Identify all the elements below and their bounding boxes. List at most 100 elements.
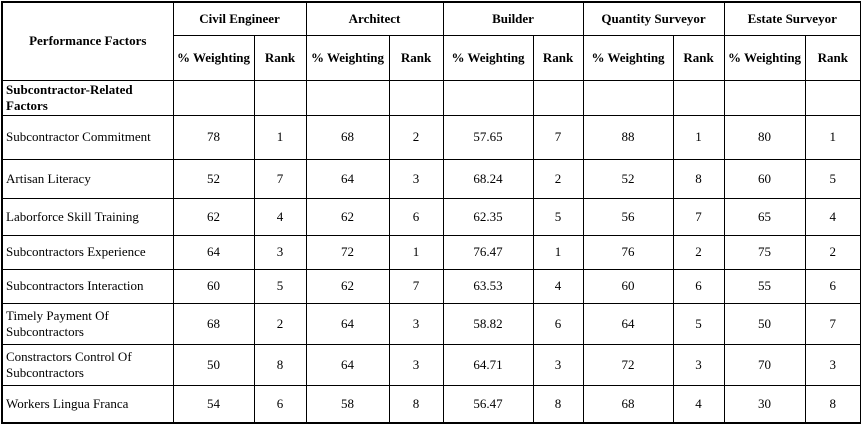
- factor-cell: Artisan Literacy: [1, 158, 174, 199]
- rank-value-cell: 4: [532, 268, 584, 304]
- rank-value-cell: 1: [253, 114, 307, 160]
- rank-value-cell: 2: [253, 302, 307, 345]
- subheader-rank: Rank: [804, 34, 861, 81]
- rank-value-cell: 6: [388, 197, 444, 236]
- weighting-value-cell: 50: [172, 343, 255, 386]
- weighting-value-cell: 68: [582, 384, 674, 424]
- weighting-value-cell: 62: [172, 197, 255, 236]
- rank-value-cell: 1: [804, 114, 861, 160]
- weighting-value-cell: 56.47: [442, 384, 534, 424]
- subheader-weighting: % Weighting: [582, 34, 674, 81]
- weighting-value-cell: 62.35: [442, 197, 534, 236]
- weighting-value-cell: 64.71: [442, 343, 534, 386]
- rank-value-cell: 7: [388, 268, 444, 304]
- weighting-value-cell: 68.24: [442, 158, 534, 199]
- rank-value-cell: 1: [532, 234, 584, 270]
- rank-value-cell: 8: [804, 384, 861, 424]
- rank-value-cell: 8: [253, 343, 307, 386]
- rank-value-cell: 4: [672, 384, 725, 424]
- rank-value-cell: 8: [672, 158, 725, 199]
- weighting-value-cell: 50: [723, 302, 806, 345]
- subheader-rank: Rank: [672, 34, 725, 81]
- rank-value-cell: 6: [532, 302, 584, 345]
- weighting-value-cell: 64: [582, 302, 674, 345]
- empty-cell: [388, 79, 444, 116]
- weighting-value-cell: 52: [582, 158, 674, 199]
- subheader-rank: Rank: [253, 34, 307, 81]
- rank-value-cell: 6: [253, 384, 307, 424]
- table-body: Subcontractor-Related Factors Subcontrac…: [1, 79, 861, 424]
- rank-value-cell: 5: [804, 158, 861, 199]
- factor-cell: Subcontractor Commitment: [1, 114, 174, 160]
- row-header-performance-factors: Performance Factors: [1, 1, 174, 81]
- rank-value-cell: 1: [672, 114, 725, 160]
- rank-value-cell: 3: [253, 234, 307, 270]
- subheader-rank: Rank: [532, 34, 584, 81]
- rank-value-cell: 4: [804, 197, 861, 236]
- empty-cell: [442, 79, 534, 116]
- factor-cell: Timely Payment Of Subcontractors: [1, 302, 174, 345]
- rank-value-cell: 6: [804, 268, 861, 304]
- empty-cell: [804, 79, 861, 116]
- weighting-value-cell: 30: [723, 384, 806, 424]
- table-row: Timely Payment Of Subcontractors 68 2 64 3 58…: [1, 302, 861, 345]
- weighting-value-cell: 57.65: [442, 114, 534, 160]
- weighting-value-cell: 64: [172, 234, 255, 270]
- subheader-rank: Rank: [388, 34, 444, 81]
- rank-value-cell: 3: [532, 343, 584, 386]
- weighting-value-cell: 65: [723, 197, 806, 236]
- rank-value-cell: 8: [532, 384, 584, 424]
- weighting-value-cell: 62: [305, 197, 390, 236]
- table-row: Subcontractors Interaction 60 5 62 7 63.53 4 60…: [1, 268, 861, 304]
- rank-value-cell: 2: [804, 234, 861, 270]
- weighting-value-cell: 72: [305, 234, 390, 270]
- factor-cell: Subcontractors Interaction: [1, 268, 174, 304]
- col-group-builder: Builder: [442, 1, 584, 36]
- rank-value-cell: 5: [253, 268, 307, 304]
- weighting-value-cell: 63.53: [442, 268, 534, 304]
- weighting-value-cell: 76.47: [442, 234, 534, 270]
- factor-cell: Workers Lingua Franca: [1, 384, 174, 424]
- factor-cell: Laborforce Skill Training: [1, 197, 174, 236]
- table-row: Constractors Control Of Subcontractors 50…: [1, 343, 861, 386]
- col-group-architect: Architect: [305, 1, 444, 36]
- weighting-value-cell: 70: [723, 343, 806, 386]
- rank-value-cell: 5: [672, 302, 725, 345]
- weighting-value-cell: 72: [582, 343, 674, 386]
- weighting-value-cell: 54: [172, 384, 255, 424]
- factor-cell: Subcontractors Experience: [1, 234, 174, 270]
- rank-value-cell: 5: [532, 197, 584, 236]
- table-row: Artisan Literacy 52 7 64 3 68.24 2 52 8 60 5: [1, 158, 861, 199]
- empty-cell: [672, 79, 725, 116]
- table-row: Subcontractors Experience 64 3 72 1 76.47 1 76 2…: [1, 234, 861, 270]
- empty-cell: [253, 79, 307, 116]
- col-group-estate-surveyor: Estate Surveyor: [723, 1, 861, 36]
- weighting-value-cell: 64: [305, 343, 390, 386]
- rank-value-cell: 3: [804, 343, 861, 386]
- group-header-row: Performance Factors Civil Engineer Archi…: [1, 1, 861, 81]
- rank-value-cell: 4: [253, 197, 307, 236]
- subheader-weighting: % Weighting: [723, 34, 806, 81]
- weighting-value-cell: 64: [305, 302, 390, 345]
- empty-cell: [532, 79, 584, 116]
- rank-value-cell: 7: [672, 197, 725, 236]
- empty-cell: [305, 79, 390, 116]
- empty-cell: [723, 79, 806, 116]
- weighting-value-cell: 75: [723, 234, 806, 270]
- rank-value-cell: 7: [253, 158, 307, 199]
- rank-value-cell: 7: [804, 302, 861, 345]
- sub-header-row: % Weighting Rank % Weighting Rank % Weig…: [2, 34, 861, 81]
- rank-value-cell: 2: [388, 114, 444, 160]
- rank-value-cell: 3: [388, 158, 444, 199]
- rank-value-cell: 6: [672, 268, 725, 304]
- rank-value-cell: 2: [532, 158, 584, 199]
- table-row: Subcontractor Commitment 78 1 68 2 57.65 7 88 1 8…: [1, 114, 861, 160]
- rank-value-cell: 3: [388, 302, 444, 345]
- rank-value-cell: 2: [672, 234, 725, 270]
- table-row: Laborforce Skill Training 62 4 62 6 62.35 5 56 7…: [1, 197, 861, 236]
- rank-value-cell: 3: [672, 343, 725, 386]
- empty-cell: [582, 79, 674, 116]
- table-row: Workers Lingua Franca 54 6 58 8 56.47 8 68 4 30 8: [1, 384, 861, 424]
- rank-value-cell: 8: [388, 384, 444, 424]
